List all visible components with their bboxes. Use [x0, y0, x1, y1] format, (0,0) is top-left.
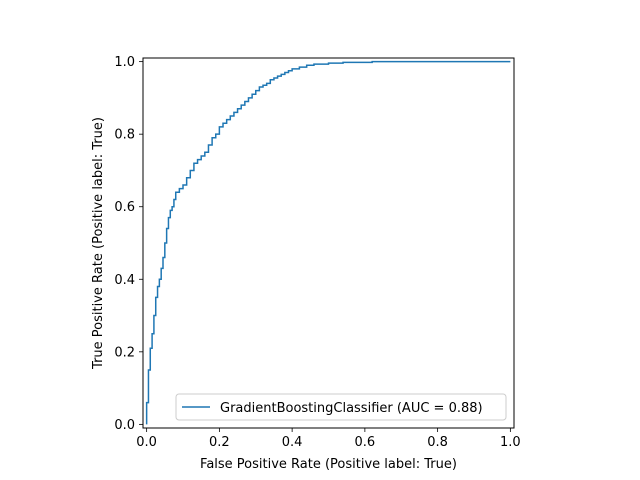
x-tick-label: 0.6: [355, 435, 376, 450]
axes-background: [143, 58, 514, 428]
x-axis-label: False Positive Rate (Positive label: Tru…: [200, 457, 457, 472]
x-tick-label: 0.4: [282, 435, 303, 450]
x-axis-ticks: 0.0 0.2 0.4 0.6 0.8 1.0: [136, 428, 521, 450]
y-tick-label: 0.6: [114, 200, 135, 215]
legend-label: GradientBoostingClassifier (AUC = 0.88): [220, 401, 483, 416]
x-tick-label: 0.2: [209, 435, 230, 450]
series-line-0: [145, 60, 511, 425]
y-axis-label: True Positive Rate (Positive label: True…: [91, 117, 106, 370]
y-axis-ticks: 0.0 0.2 0.4 0.6 0.8 1.0: [114, 55, 143, 433]
legend-frame: [175, 393, 507, 421]
axes-frame: [142, 57, 515, 429]
y-tick-label: 1.0: [114, 55, 135, 70]
series-layer: [145, 60, 511, 425]
plot-area: [143, 58, 514, 428]
legend: GradientBoostingClassifier (AUC = 0.88): [175, 393, 507, 421]
y-tick-label: 0.4: [114, 273, 135, 288]
y-tick-label: 0.2: [114, 345, 135, 360]
x-tick-label: 1.0: [500, 435, 521, 450]
y-tick-label: 0.8: [114, 128, 135, 143]
y-tick-label: 0.0: [114, 418, 135, 433]
x-tick-label: 0.8: [427, 435, 448, 450]
x-tick-label: 0.0: [136, 435, 157, 450]
